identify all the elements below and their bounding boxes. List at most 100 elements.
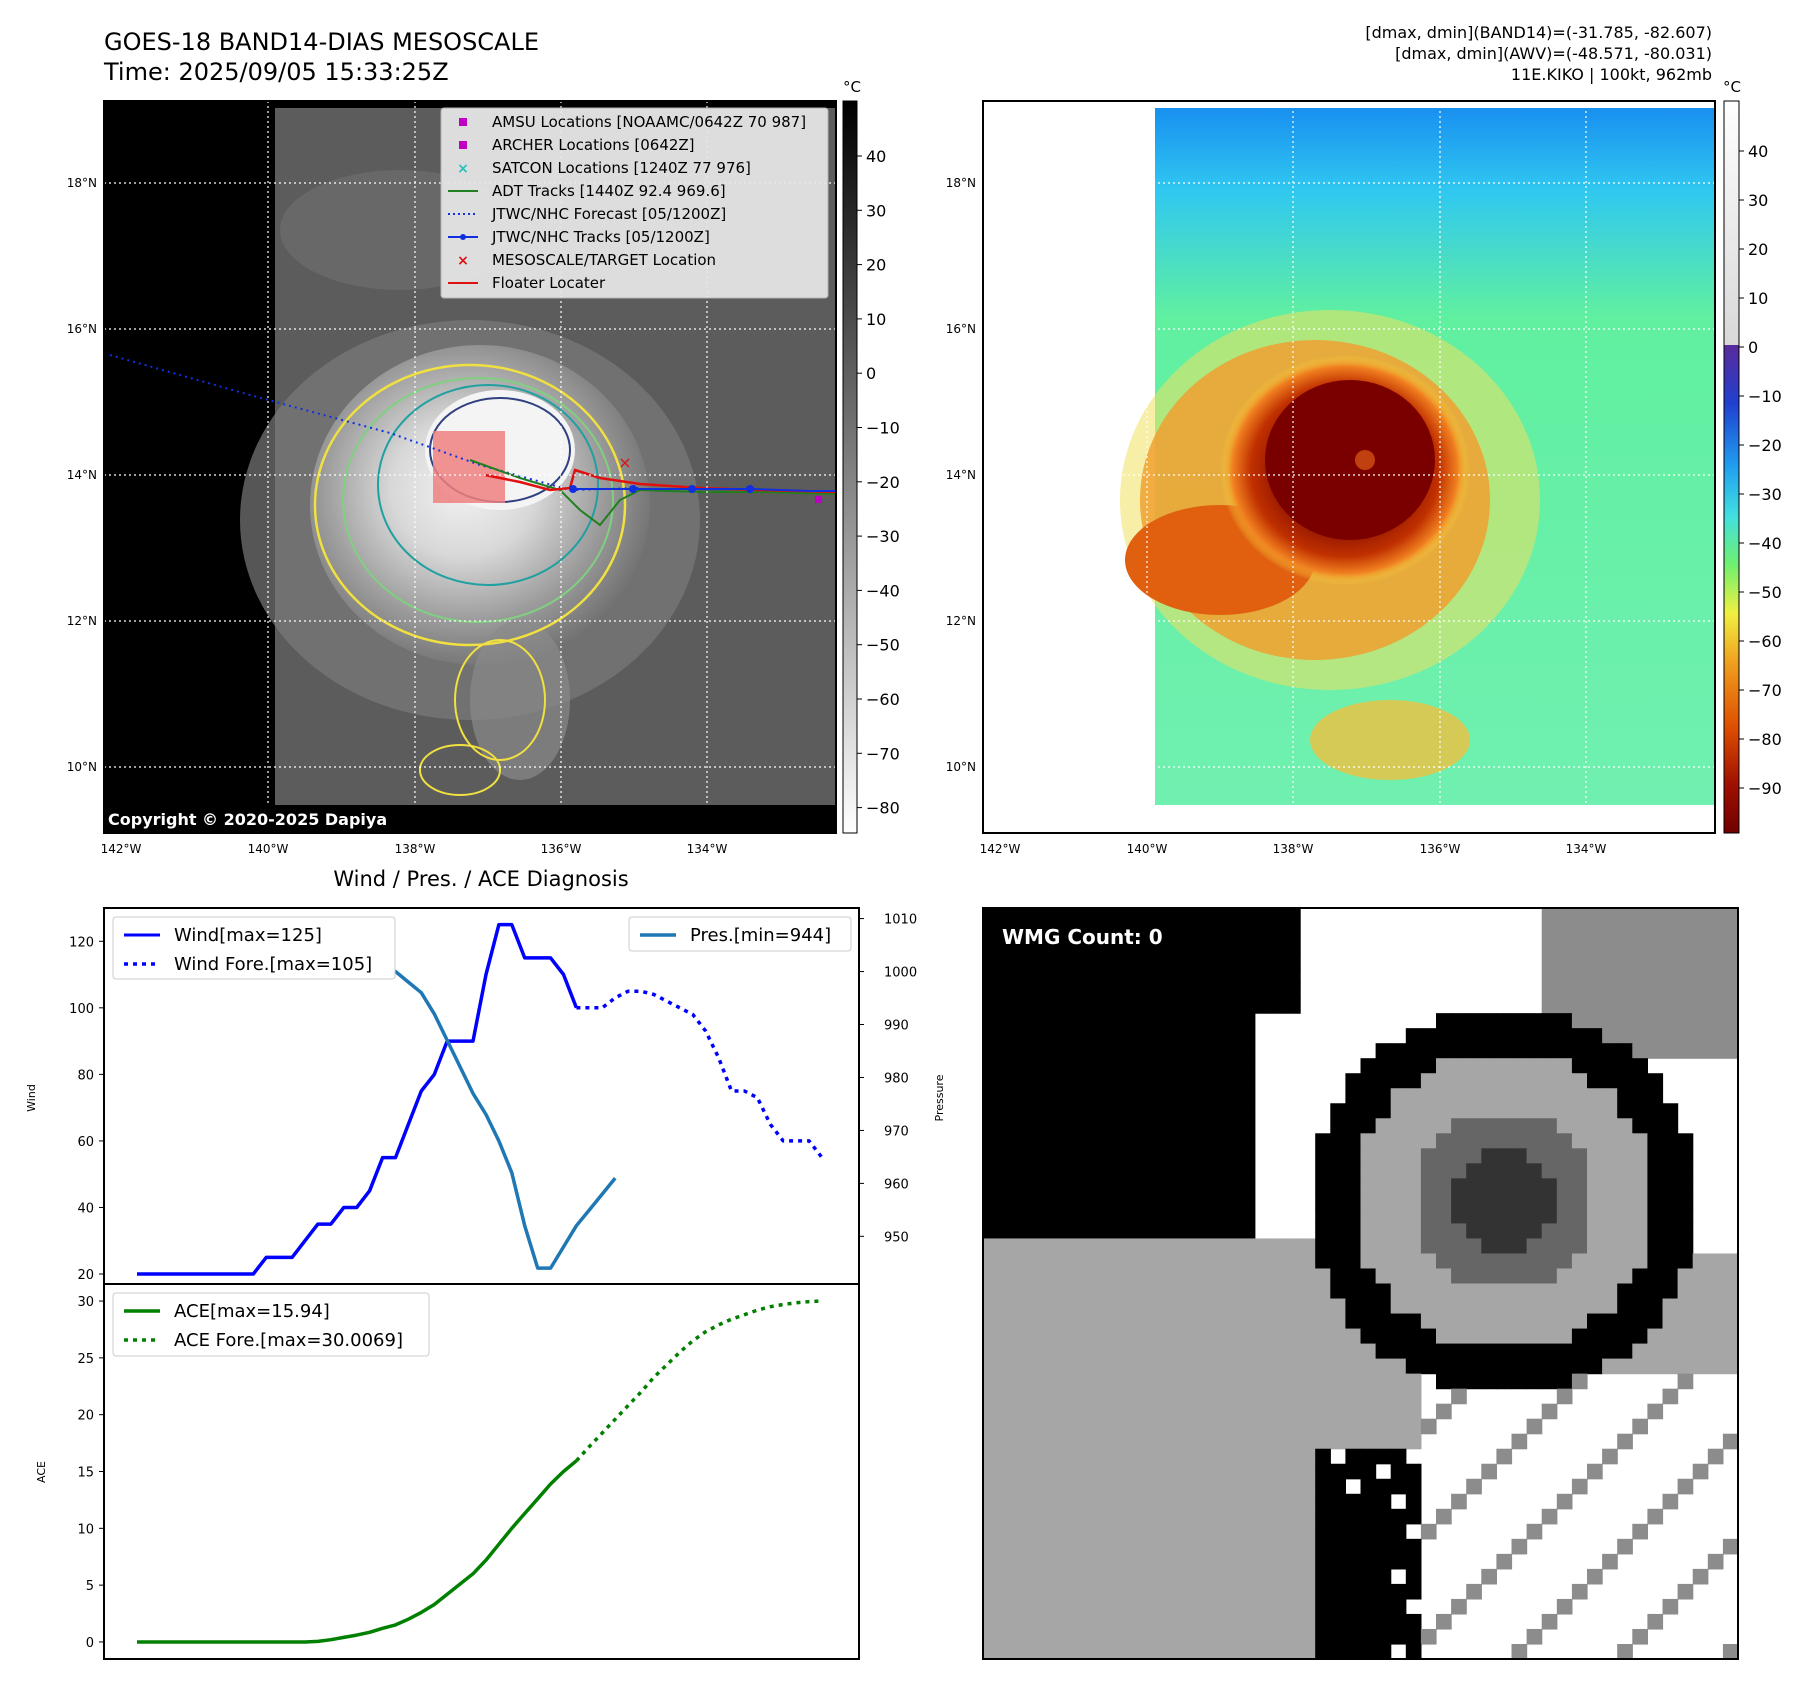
wmg-pixel	[1587, 1058, 1603, 1074]
wmg-pixel	[1677, 1238, 1694, 1255]
wmg-pixel	[1587, 953, 1603, 969]
wmg-pixel	[1345, 1298, 1362, 1315]
ace-fore-legend-label: ACE Fore.[max=30.0069]	[174, 1330, 403, 1351]
wmg-pixel	[1194, 1508, 1211, 1525]
wmg-pixel	[1043, 998, 1060, 1014]
wmg-pixel	[1662, 1283, 1679, 1300]
wmg-pixel	[1405, 1418, 1422, 1435]
wmg-pixel	[1602, 1058, 1618, 1074]
color-map-panel: 18°N 16°N 14°N 12°N 10°N 142°W 140°W 138…	[946, 100, 1716, 856]
wmg-pixel	[1647, 1103, 1664, 1119]
wmg-pixel	[1315, 1583, 1331, 1600]
lon-label: 136°W	[1420, 842, 1461, 856]
wmg-pixel	[1602, 1043, 1618, 1059]
wmg-pixel	[1541, 1358, 1558, 1375]
wmg-pixel	[1526, 1028, 1543, 1044]
wmg-pixel	[1224, 1493, 1241, 1510]
wmg-pixel	[983, 1463, 999, 1480]
wmg-pixel	[1632, 1073, 1648, 1089]
wmg-pixel	[1451, 1238, 1467, 1255]
wmg-pixel	[1345, 1538, 1362, 1555]
wmg-pixel	[1103, 1148, 1120, 1164]
wmg-pixel	[983, 1103, 999, 1119]
wmg-pixel	[1164, 1403, 1180, 1420]
wmg-pixel	[1103, 1178, 1120, 1194]
wmg-pixel	[1134, 1403, 1150, 1420]
target-marker: ×	[618, 453, 631, 472]
wmg-pixel	[1617, 908, 1633, 924]
wmg-pixel	[1073, 1538, 1090, 1555]
wmg-pixel	[1058, 1238, 1075, 1255]
wmg-pixel	[1043, 1013, 1060, 1029]
wmg-pixel	[1254, 1418, 1271, 1435]
wmg-pixel	[1285, 908, 1301, 924]
wmg-pixel	[1662, 1343, 1679, 1360]
wmg-pixel	[1164, 1433, 1180, 1450]
wmg-pixel	[1043, 1583, 1060, 1600]
wmg-pixel	[1028, 1298, 1044, 1315]
wmg-pixel	[1149, 1268, 1165, 1285]
wmg-pixel	[1617, 1013, 1633, 1029]
wmg-pixel	[1330, 1133, 1346, 1149]
wmg-pixel	[1707, 1298, 1724, 1315]
wmg-pixel	[1118, 1628, 1135, 1645]
wmg-pixel	[1375, 1373, 1392, 1390]
wmg-pixel	[1692, 1298, 1709, 1315]
wmg-pixel	[1224, 1448, 1241, 1465]
wmg-pixel	[1662, 1118, 1679, 1134]
wmg-pixel	[1013, 1403, 1029, 1420]
wmg-pixel	[1632, 983, 1648, 999]
wmg-pixel	[1556, 1133, 1573, 1149]
wmg-pixel	[1179, 1073, 1195, 1089]
wmg-pixel	[1209, 1043, 1226, 1059]
wmg-pixel	[1602, 1088, 1618, 1104]
wmg-pixel	[1481, 1043, 1497, 1059]
wmg-pixel	[1647, 1088, 1664, 1104]
wmg-pixel	[1164, 1478, 1180, 1495]
wmg-pixel	[1239, 1283, 1256, 1300]
wmg-pixel	[1088, 1208, 1105, 1225]
wmg-pixel	[1496, 1208, 1513, 1225]
wmg-pixel	[1028, 1118, 1044, 1134]
wmg-frame	[982, 907, 1739, 1660]
wmg-pixel	[1043, 1298, 1060, 1315]
wmg-pixel	[1345, 1598, 1362, 1615]
wmg-pixel	[1360, 1328, 1377, 1345]
wmg-pixel	[1345, 1508, 1362, 1525]
wmg-pixel	[1405, 1613, 1422, 1630]
wmg-pixel	[1405, 1163, 1422, 1179]
wmg-pixel	[1420, 1313, 1437, 1330]
wmg-pixel	[1028, 1103, 1044, 1119]
wmg-pixel	[1254, 1298, 1271, 1315]
wmg-pixel	[1088, 1313, 1105, 1330]
wmg-pixel	[1707, 1358, 1724, 1375]
wmg-pixel	[1103, 1508, 1120, 1525]
wmg-pixel	[1345, 1418, 1362, 1435]
wmg-pixel	[1013, 1493, 1029, 1510]
legend-label: JTWC/NHC Tracks [05/1200Z]	[491, 228, 710, 246]
wmg-pixel	[1088, 1223, 1105, 1240]
wmg-pixel	[1451, 1028, 1467, 1044]
wmg-pixel	[983, 1418, 999, 1435]
wmg-pixel	[1028, 1223, 1044, 1240]
wmg-pixel	[1088, 1298, 1105, 1315]
series-line	[576, 989, 824, 1159]
wmg-pixel	[1541, 968, 1558, 984]
wmg-pixel	[1028, 1478, 1044, 1495]
wmg-pixel	[1481, 1298, 1497, 1315]
wmg-pixel	[1526, 1058, 1543, 1074]
wmg-pixel	[1088, 1418, 1105, 1435]
wmg-pixel	[1451, 1208, 1467, 1225]
wmg-pixel	[1571, 1343, 1588, 1360]
wmg-pixel	[1194, 1583, 1211, 1600]
wmg-pixel	[1149, 1163, 1165, 1179]
wmg-pixel	[1436, 1013, 1452, 1029]
wmg-pixel	[1602, 908, 1618, 924]
wmg-pixel	[1134, 1643, 1150, 1660]
wmg-pixel	[1149, 1118, 1165, 1134]
wmg-pixel	[1602, 1178, 1618, 1194]
wmg-pixel	[1088, 1628, 1105, 1645]
wmg-pixel	[1224, 1343, 1241, 1360]
wmg-pixel	[1541, 1238, 1558, 1255]
wmg-pixel	[1269, 1583, 1286, 1600]
